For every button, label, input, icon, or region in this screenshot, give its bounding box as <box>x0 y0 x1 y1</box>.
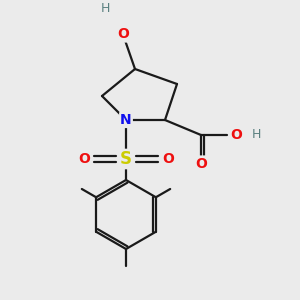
Text: S: S <box>120 150 132 168</box>
Text: O: O <box>195 157 207 170</box>
Text: O: O <box>78 152 90 166</box>
Text: H: H <box>100 2 110 16</box>
Text: O: O <box>230 128 242 142</box>
Text: O: O <box>117 28 129 41</box>
Text: N: N <box>120 113 132 127</box>
Text: H: H <box>252 128 261 142</box>
Text: O: O <box>162 152 174 166</box>
